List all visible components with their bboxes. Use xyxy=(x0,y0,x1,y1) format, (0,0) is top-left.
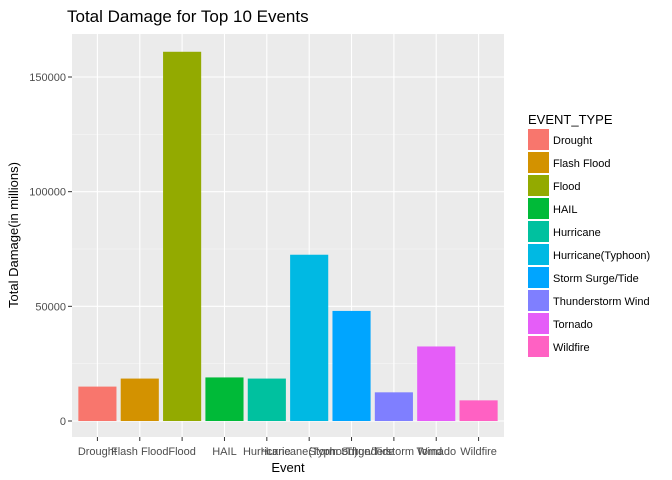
bar-hail xyxy=(205,377,244,421)
bar-hurricane xyxy=(247,378,286,421)
x-tick-label: Flash Flood xyxy=(111,446,168,458)
legend-label: Tornado xyxy=(553,319,593,331)
legend-key xyxy=(528,244,549,265)
bar-storm-surge-tide xyxy=(332,310,371,421)
chart-title: Total Damage for Top 10 Events xyxy=(67,7,309,26)
legend-label: Flood xyxy=(553,181,581,193)
legend-label: HAIL xyxy=(553,204,577,216)
legend-title: EVENT_TYPE xyxy=(528,112,613,127)
x-tick-label: Flood xyxy=(168,446,196,458)
x-tick-label: Drought xyxy=(78,446,117,458)
x-tick-label: HAIL xyxy=(212,446,236,458)
legend-label: Hurricane(Typhoon) xyxy=(553,250,650,262)
bars xyxy=(78,51,498,421)
x-tick-label: Thunderstorm Wind xyxy=(346,446,443,458)
x-tick-label: Storm Surge/Tide xyxy=(309,446,395,458)
legend-key xyxy=(528,152,549,173)
legend-label: Thunderstorm Wind xyxy=(553,296,650,308)
x-tick-label: Hurricane(Typhoon) xyxy=(261,446,358,458)
legend-key xyxy=(528,198,549,219)
legend-label: Flash Flood xyxy=(553,158,610,170)
y-tick-label: 100000 xyxy=(29,187,66,199)
bar-flood xyxy=(163,51,202,421)
bar-flash-flood xyxy=(120,378,159,421)
legend-label: Wildfire xyxy=(553,342,590,354)
y-tick-label: 150000 xyxy=(29,72,66,84)
bar-drought xyxy=(78,386,117,421)
bar-tornado xyxy=(417,346,456,421)
y-tick-label: 0 xyxy=(60,416,66,428)
legend-label: Storm Surge/Tide xyxy=(553,273,639,285)
y-tick-label: 50000 xyxy=(35,301,66,313)
legend-key xyxy=(528,336,549,357)
legend-key xyxy=(528,290,549,311)
legend-key xyxy=(528,221,549,242)
y-axis-title: Total Damage(in millions) xyxy=(6,162,21,308)
legend: EVENT_TYPE Drought Flash Flood Flood HAIL Hu… xyxy=(528,112,650,357)
x-tick-label: Wildfire xyxy=(460,446,497,458)
x-tick-label: Tornado xyxy=(416,446,456,458)
y-axis: 0 50000 100000 150000 xyxy=(29,72,72,428)
legend-key xyxy=(528,175,549,196)
x-tick-label: Hurricane xyxy=(243,446,291,458)
legend-label: Hurricane xyxy=(553,227,601,239)
legend-key xyxy=(528,267,549,288)
bar-hurricane-typhoon xyxy=(290,254,329,421)
bar-wildfire xyxy=(459,400,498,421)
legend-key xyxy=(528,129,549,150)
bar-thunderstorm-wind xyxy=(374,392,413,421)
legend-label: Drought xyxy=(553,135,592,147)
legend-key xyxy=(528,313,549,334)
x-axis-title: Event xyxy=(271,460,305,475)
